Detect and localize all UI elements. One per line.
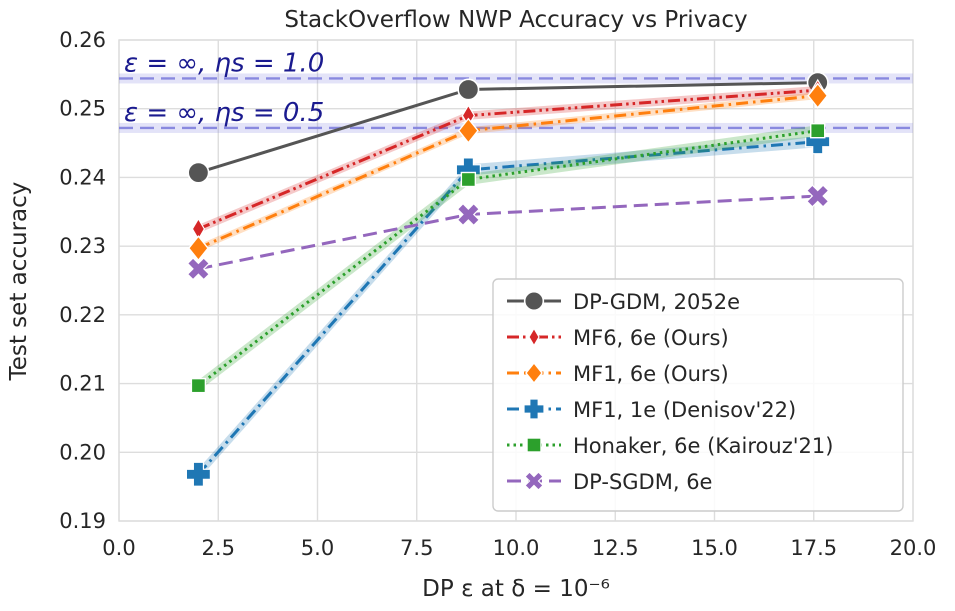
series-5: [186, 184, 830, 281]
x-tick-label: 17.5: [790, 536, 837, 560]
legend-entry: MF1, 6e (Ours): [507, 361, 729, 386]
series-4: [190, 123, 826, 394]
y-tick-label: 0.26: [59, 28, 106, 52]
y-tick-label: 0.22: [59, 303, 106, 327]
legend-marker: [524, 471, 544, 491]
legend: DP-GDM, 2052e MF6, 6e (Ours) MF1, 6e (Ours…: [492, 278, 904, 512]
legend-marker-shape: [524, 471, 544, 491]
reference-band: [119, 122, 913, 133]
data-point: [456, 202, 480, 227]
data-point: [187, 161, 210, 184]
x-tick-label: 5.0: [301, 536, 334, 560]
x-tick-label: 12.5: [592, 536, 639, 560]
confidence-band: [198, 86, 818, 234]
legend-marker: [528, 327, 540, 347]
x-tick-label: 2.5: [202, 536, 235, 560]
data-point: [187, 235, 209, 262]
x-tick-label: 0.0: [102, 536, 135, 560]
y-tick-label: 0.24: [59, 165, 106, 189]
data-point: [806, 184, 830, 208]
x-tick-label: 15.0: [691, 536, 738, 560]
legend-entry: MF1, 1e (Denisov'22): [507, 398, 796, 422]
reference-line-label: ε = ∞, ηs = 0.5: [124, 98, 324, 128]
legend-label: MF1, 6e (Ours): [573, 362, 729, 386]
confidence-band: [198, 92, 818, 252]
legend-marker: [523, 398, 545, 420]
data-point: [810, 123, 826, 139]
data-point-shape: [456, 202, 480, 227]
data-point-shape: [186, 257, 211, 281]
reference-band: [119, 73, 913, 84]
ticks: 0.0 2.5 5.0 7.5 10.0 12.5 15.0 17.5 20.0 0.19 0.20…: [59, 28, 936, 560]
data-point: [190, 377, 207, 394]
series-line: [197, 140, 818, 476]
y-axis-label: Test set accuracy: [6, 182, 32, 382]
legend-entry: MF6, 6e (Ours): [507, 326, 729, 350]
legend-marker: [526, 437, 542, 453]
chart-title: StackOverflow NWP Accuracy vs Privacy: [284, 7, 747, 33]
x-tick-label: 20.0: [890, 536, 937, 560]
x-tick-label: 7.5: [400, 536, 433, 560]
y-tick-label: 0.25: [59, 97, 106, 121]
data-point: [457, 117, 479, 144]
data-point: [185, 461, 211, 487]
legend-entry: Honaker, 6e (Kairouz'21): [507, 434, 833, 458]
data-point-shape: [806, 184, 830, 208]
legend-label: MF6, 6e (Ours): [573, 326, 729, 350]
data-point: [457, 78, 480, 101]
legend-label: MF1, 1e (Denisov'22): [573, 398, 796, 422]
legend-marker: [525, 361, 543, 385]
legend-label: Honaker, 6e (Kairouz'21): [573, 434, 833, 458]
y-tick-label: 0.23: [59, 234, 106, 258]
y-tick-label: 0.19: [59, 509, 106, 533]
legend-label: DP-GDM, 2052e: [573, 290, 740, 314]
reference-line-label: ε = ∞, ηs = 1.0: [124, 48, 324, 78]
legend-entry: DP-GDM, 2052e: [507, 290, 740, 314]
legend-marker: [523, 290, 545, 312]
series-2: [187, 82, 829, 262]
legend-box: [492, 278, 904, 512]
series-layer: [185, 71, 831, 487]
legend-entry: DP-SGDM, 6e: [507, 470, 712, 494]
reference-lines: ε = ∞, ηs = 1.0 ε = ∞, ηs = 0.5: [119, 48, 913, 133]
data-point: [807, 82, 829, 109]
x-axis-label: DP ε at δ = 10⁻⁶: [422, 576, 610, 602]
confidence-band: [198, 125, 818, 392]
legend-label: DP-SGDM, 6e: [573, 470, 712, 494]
x-tick-label: 10.0: [493, 536, 540, 560]
data-point: [186, 257, 211, 281]
y-tick-label: 0.21: [59, 372, 106, 396]
y-tick-label: 0.20: [59, 440, 106, 464]
data-point: [460, 171, 477, 188]
